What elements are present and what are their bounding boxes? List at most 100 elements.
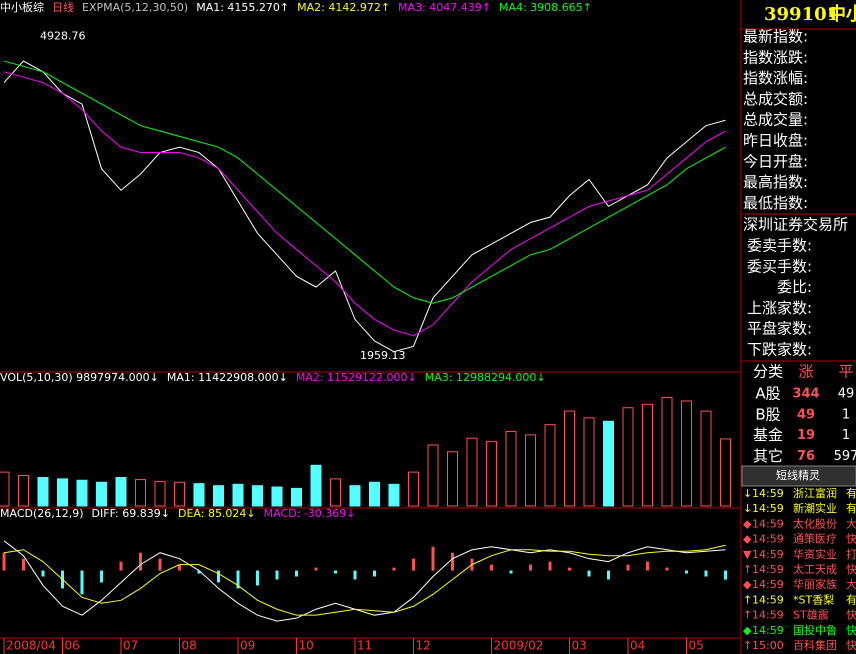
alert-symbol: ↓: [743, 502, 752, 515]
quote-label: 指数涨幅:: [743, 69, 808, 87]
alert-symbol: ▼: [743, 548, 752, 561]
macd-bar: [178, 564, 181, 571]
volume-bar: [505, 430, 517, 507]
alert-symbol: ↑: [743, 563, 752, 576]
volume-bar: [603, 420, 614, 507]
volume-bar: [330, 478, 341, 507]
volume-bar: [408, 471, 419, 507]
alert-time: 14:59: [752, 533, 784, 546]
macd-bar: [119, 561, 123, 571]
table-cell: 49: [797, 407, 815, 422]
macd-bar: [431, 546, 435, 571]
quote-label: 最新指数:: [743, 28, 808, 46]
date-label: 09: [240, 639, 255, 653]
alert-kind: 快: [846, 624, 856, 637]
alert-symbol: ↑: [743, 639, 752, 652]
alert-time: 14:59: [752, 517, 784, 530]
macd-bar: [80, 570, 84, 595]
macd-bar: [41, 570, 45, 577]
volume-bar: [18, 475, 29, 507]
volume-bar: [291, 487, 302, 507]
quote-label: 最高指数:: [743, 173, 808, 191]
macd-bar: [587, 570, 591, 577]
macd-bar: [529, 564, 532, 571]
volume-bar: [525, 434, 536, 507]
volume-bar: [174, 481, 185, 507]
alert-time: 14:59: [752, 563, 784, 576]
header-text: MA2: 11529122.000↓: [296, 371, 417, 384]
alert-name: 华丽家族: [793, 577, 837, 591]
date-label: 12: [416, 639, 431, 653]
alert-name: 太工天成: [793, 563, 837, 576]
date-label: 07: [123, 639, 138, 653]
volume-bar: [193, 483, 205, 507]
header-text: DEA: 85.024↓: [178, 507, 256, 520]
macd-bar: [256, 570, 259, 586]
alert-name: 百科集团: [793, 638, 837, 652]
header-text: MA4: 3908.665↑: [499, 1, 592, 14]
macd-bar: [704, 570, 708, 577]
alert-symbol: ↑: [743, 609, 752, 622]
alert-time: 14:59: [752, 578, 784, 591]
macd-bar: [236, 570, 240, 589]
volume-bar: [349, 485, 361, 507]
alert-kind: 大: [846, 516, 856, 530]
volume-bar: [700, 410, 712, 507]
macd-line: [3, 540, 726, 622]
quote-label: 总成交额:: [743, 90, 808, 108]
table-cell: 1: [842, 407, 850, 422]
alert-name: 太化股份: [793, 516, 837, 530]
volume-bar: [564, 410, 575, 507]
table-cell: 基金: [753, 426, 783, 444]
volume-bar: [622, 407, 634, 507]
macd-bar: [665, 567, 669, 571]
code: 399101: [764, 4, 839, 25]
quote-label: 昨日收盘:: [743, 132, 808, 150]
order-label: 委买手数:: [747, 257, 812, 275]
volume-bar: [271, 486, 283, 507]
alert-kind: 有: [846, 592, 856, 606]
stock-name: 中小: [828, 3, 856, 25]
quote-label: 今日开盘:: [743, 152, 808, 170]
alert-symbol: ◆: [743, 578, 752, 591]
table-cell: 49: [838, 387, 855, 402]
header-text: MA1: 11422908.000↓: [167, 371, 288, 384]
alert-time: 14:59: [752, 502, 784, 515]
alert-name: 浙江富润: [793, 486, 837, 500]
order-label: 平盘家数:: [747, 320, 812, 338]
alert-symbol: ◆: [743, 624, 752, 637]
volume-bar: [252, 485, 263, 507]
table-cell: A股: [755, 385, 780, 403]
quote-label: 最低指数:: [743, 194, 808, 212]
table-cell: 344: [792, 387, 819, 402]
volume-bar: [681, 400, 692, 507]
volume-bar: [310, 464, 322, 507]
volume-bar: [115, 477, 127, 507]
tab-label[interactable]: 短线精灵: [776, 468, 820, 482]
order-label: 下跌家数:: [747, 341, 812, 359]
price-line: [3, 60, 726, 304]
alert-symbol: ◆: [743, 517, 752, 530]
macd-bar: [275, 570, 279, 580]
macd-bar: [217, 570, 220, 583]
order-label: 委卖手数:: [747, 237, 812, 255]
volume-bar: [154, 481, 166, 507]
volume-bar: [466, 437, 478, 507]
alert-name: 华资实业: [793, 547, 837, 561]
alert-kind: 大: [846, 577, 856, 591]
volume-bar: [37, 477, 49, 507]
macd-bar: [314, 567, 318, 571]
volume-bar: [135, 479, 146, 507]
alert-kind: 快: [846, 533, 856, 546]
alert-time: 15:00: [752, 639, 784, 652]
price-line: [3, 71, 726, 337]
volume-bar: [76, 479, 88, 507]
table-cell: 76: [797, 449, 815, 464]
header-text: MA3: 12988294.000↓: [425, 371, 546, 384]
header-text: VOL(5,10,30) 9897974.000↓: [0, 371, 159, 384]
tab[interactable]: [741, 465, 856, 487]
macd-bar: [334, 570, 337, 574]
alert-name: 新潮实业: [793, 501, 837, 515]
alert-time: 14:59: [752, 548, 784, 561]
alert-name: 国投中鲁: [793, 623, 837, 637]
